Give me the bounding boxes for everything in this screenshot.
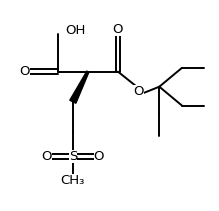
Text: O: O	[42, 150, 52, 163]
Text: O: O	[20, 65, 30, 78]
Text: O: O	[113, 23, 123, 36]
Polygon shape	[70, 71, 89, 103]
Text: CH₃: CH₃	[61, 174, 85, 187]
Text: O: O	[94, 150, 104, 163]
Text: S: S	[69, 150, 77, 163]
Text: OH: OH	[65, 24, 86, 37]
Text: O: O	[133, 85, 144, 98]
